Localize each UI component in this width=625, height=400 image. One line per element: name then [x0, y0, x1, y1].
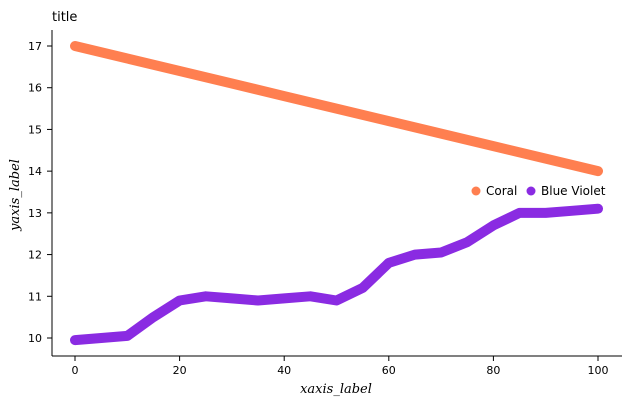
y-tick-label: 13 — [28, 207, 42, 220]
x-tick-label: 0 — [72, 364, 79, 377]
legend: Coral Blue Violet — [471, 184, 606, 198]
series-line-blue-violet — [70, 203, 603, 346]
y-tick-label: 10 — [28, 332, 42, 345]
x-tick-label: 100 — [588, 364, 609, 377]
legend-swatch-blue-violet — [526, 186, 536, 196]
plot-area — [70, 41, 603, 346]
y-tick-label: 16 — [28, 82, 42, 95]
x-axis-title: xaxis_label — [300, 382, 372, 397]
legend-label-blue-violet: Blue Violet — [541, 184, 606, 198]
legend-swatch-coral — [471, 186, 481, 196]
y-tick-label: 17 — [28, 40, 42, 53]
x-tick-label: 20 — [173, 364, 187, 377]
legend-label-coral: Coral — [486, 184, 517, 198]
y-tick-label: 15 — [28, 123, 42, 136]
y-ticks: 10 11 12 13 14 15 16 17 — [28, 40, 52, 345]
y-axis-title: yaxis_label — [8, 159, 23, 232]
series-line-coral — [70, 41, 603, 177]
x-tick-label: 40 — [277, 364, 291, 377]
y-tick-label: 12 — [28, 249, 42, 262]
x-tick-label: 80 — [486, 364, 500, 377]
y-tick-label: 14 — [28, 165, 42, 178]
x-tick-label: 60 — [382, 364, 396, 377]
y-tick-label: 11 — [28, 290, 42, 303]
chart-title: title — [52, 10, 77, 25]
x-ticks: 0 20 40 60 80 100 — [72, 356, 609, 377]
